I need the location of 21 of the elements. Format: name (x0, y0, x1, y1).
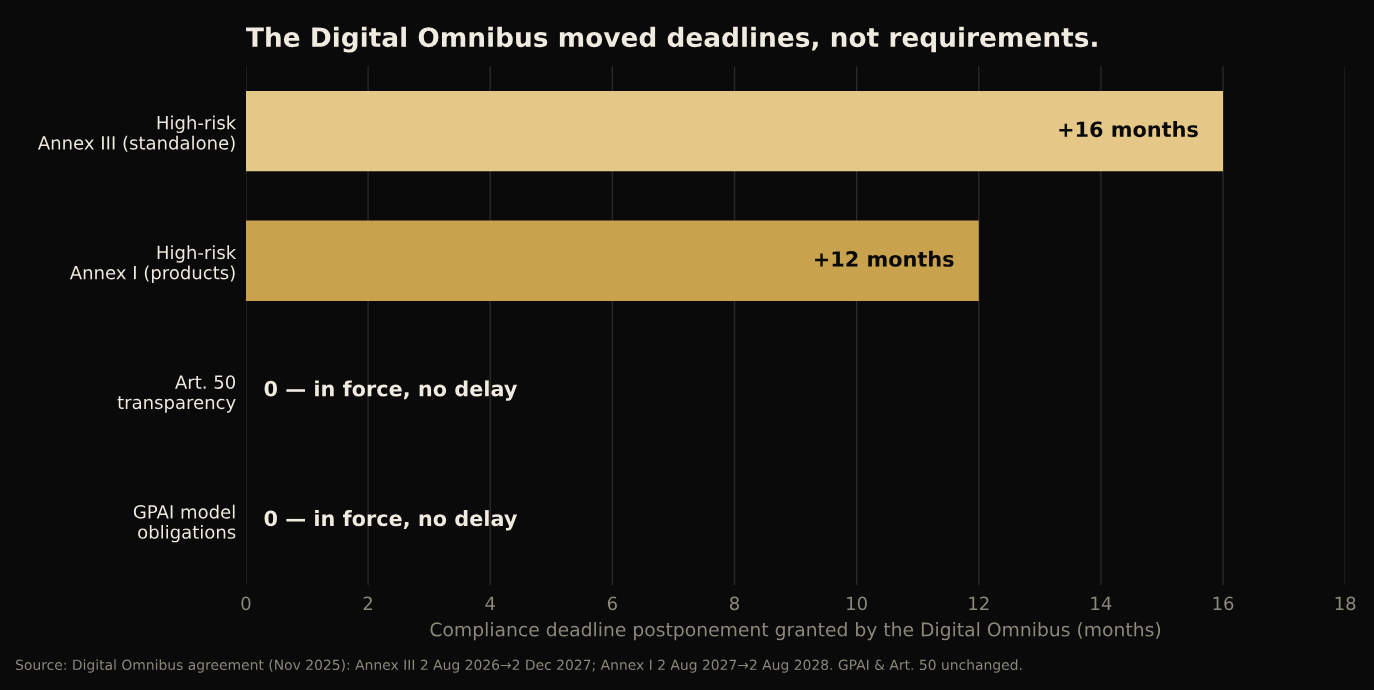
y-tick-label: High-risk Annex III (standalone) (37, 115, 237, 152)
x-axis-title: Compliance deadline postponement granted by the Digital Omnibus (months) (430, 622, 1161, 641)
source-note: Source: Digital Omnibus agreement (Nov 2025): Annex III 2 Aug 2026→2 Dec 2027; Annex I 2 Aug 2027→2 Aug 2028. GPAI & Art. 50 unchanged. (16, 659, 1022, 673)
x-tick-label: 8 (729, 596, 739, 611)
data-label: 0 — in force, no delay (264, 380, 518, 401)
x-tick-label: 16 (1213, 596, 1234, 611)
x-tick-label: 2 (363, 596, 373, 610)
chart-title: The Digital Omnibus moved deadlines, not requirements. (246, 26, 1097, 53)
data-label: +16 months (1059, 121, 1198, 138)
data-label: +12 months (815, 250, 954, 267)
x-tick-label: 6 (607, 596, 617, 611)
x-tick-label: 14 (1091, 596, 1112, 610)
data-label: 0 — in force, no delay (264, 510, 518, 531)
x-tick-label: 10 (847, 596, 867, 611)
x-tick-label: 12 (969, 596, 989, 610)
x-tick-label: 0 (241, 596, 251, 611)
y-tick-label: High-risk Annex I (products) (69, 245, 237, 283)
x-tick-label: 18 (1335, 596, 1356, 611)
y-tick-label: GPAI model obligations (133, 504, 236, 543)
x-tick-label: 4 (485, 596, 495, 610)
y-tick-label: Art. 50 transparency (117, 375, 236, 413)
